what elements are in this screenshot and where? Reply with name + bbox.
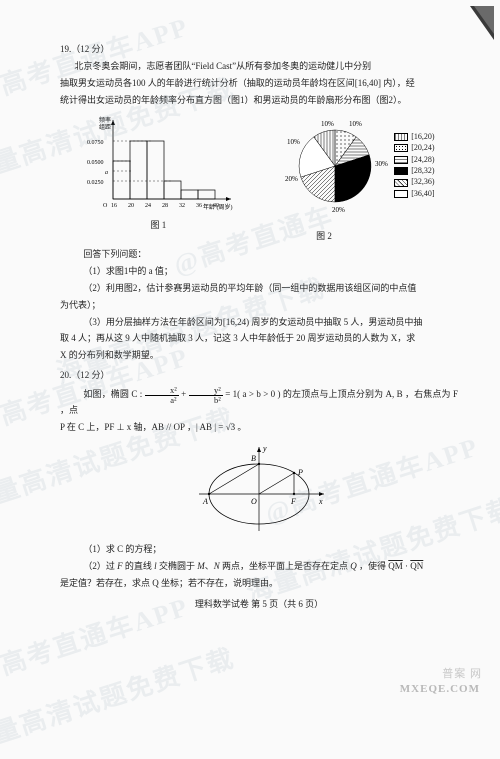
q19-part-5: X 的分布列和数学期望。 [60, 349, 458, 363]
fig2-pie: 10% 10% 30% 20% 20% 10% [280, 114, 390, 214]
svg-text:16: 16 [111, 203, 117, 209]
svg-text:10%: 10% [321, 120, 334, 128]
q19-subhead: 回答下列问题： [60, 248, 458, 262]
legend-4: [32,36) [411, 177, 434, 187]
fig2-wrap: 10% 10% 30% 20% 20% 10% [16,20) [20,24) … [280, 114, 434, 231]
q20-body2: P 在 C 上，PF ⊥ x 轴，AB // OP ，| AB | = √3 。 [60, 421, 458, 435]
q19-part-1: （2）利用图2，估计参赛男运动员的平均年龄（同一组中的数据用该组区间的中点值 [60, 282, 458, 296]
legend-3: [28,32) [411, 166, 434, 176]
svg-text:28: 28 [162, 203, 168, 209]
svg-text:组距: 组距 [99, 123, 111, 131]
fig1-wrap: 频率 组距 年龄 (周岁) 0.0250 0.0500 0.0750 a [83, 114, 233, 231]
svg-text:P: P [297, 468, 303, 477]
q19-body-1: 抽取男女运动员各100 人的年龄进行统计分析（抽取的运动员年龄均在区间[16,4… [60, 77, 458, 91]
fig1-histogram: 频率 组距 年龄 (周岁) 0.0250 0.0500 0.0750 a [83, 114, 233, 214]
q20-body: 如图，椭圆 C : x²a² + y²b² = 1( a > b > 0 ) 的… [60, 386, 458, 418]
q19-part-4: 取 4 人；再从这 9 人中随机抽取 3 人，记这 3 人中年龄低于 20 周岁… [60, 332, 458, 346]
svg-text:20%: 20% [332, 206, 345, 214]
svg-text:F: F [290, 497, 296, 506]
q19-body-0: 北京冬奥会期间，志愿者团队“Field Cast”从所有参加冬奥的运动健儿中分别 [60, 60, 458, 74]
legend-5: [36,40] [411, 189, 434, 199]
svg-text:32: 32 [179, 203, 185, 209]
svg-text:24: 24 [145, 203, 151, 209]
legend-2: [24,28) [411, 155, 434, 165]
page-footer: 理科数学试卷 第 5 页（共 6 页） [60, 597, 458, 610]
legend-0: [16,20) [411, 132, 434, 142]
svg-text:频率: 频率 [99, 116, 111, 124]
svg-text:10%: 10% [349, 120, 362, 128]
figure-row: 频率 组距 年龄 (周岁) 0.0250 0.0500 0.0750 a [60, 114, 458, 231]
svg-text:O: O [103, 203, 108, 209]
page-content: 19.（12 分） 北京冬奥会期间，志愿者团队“Field Cast”从所有参加… [0, 0, 500, 630]
frac-x: x²a² [145, 386, 179, 404]
svg-text:0.0500: 0.0500 [87, 160, 104, 166]
bottom-mark-2: MXEQE.COM [400, 683, 480, 695]
svg-text:x: x [318, 497, 323, 506]
q19-part-2: 为代表）； [60, 299, 458, 313]
svg-text:0.0250: 0.0250 [87, 180, 104, 186]
q20-part-1: （2）过 F 的直线 l 交椭圆于 M、N 两点，坐标平面上是否存在定点 Q ，… [60, 560, 458, 574]
q20-part-2: 是定值？若存在，求点 Q 坐标；若不存在，说明理由。 [60, 577, 458, 591]
svg-text:O: O [251, 497, 257, 506]
svg-text:20%: 20% [285, 175, 298, 183]
svg-text:36: 36 [196, 203, 202, 209]
q20-pre: 如图，椭圆 C : [83, 389, 142, 399]
q20-part-0: （1）求 C 的方程； [60, 543, 458, 557]
svg-text:a: a [105, 170, 108, 176]
ellipse-diagram: A B O F P x y [189, 439, 329, 539]
svg-text:40: 40 [213, 203, 219, 209]
svg-text:A: A [202, 497, 208, 506]
legend-1: [20,24) [411, 143, 434, 153]
q19-part-0: （1）求图1中的 a 值； [60, 265, 458, 279]
svg-text:20: 20 [128, 203, 134, 209]
svg-text:B: B [251, 454, 256, 463]
fig1-caption: 图 1 [83, 218, 233, 231]
q20-number: 20.（12 分） [60, 369, 458, 383]
svg-text:0.0750: 0.0750 [87, 140, 104, 146]
svg-text:30%: 30% [375, 160, 388, 168]
q19-part-3: （3）用分层抽样方法在年龄区间为[16,24) 周岁的女运动员中抽取 5 人，男… [60, 316, 458, 330]
bottom-mark-1: 普案 网 [442, 665, 482, 681]
fig2-legend: [16,20) [20,24) [24,28) [28,32) [32,36) … [394, 132, 434, 231]
q19-body-2: 统计得出女运动员的年龄频率分布直方图（图1）和男运动员的年龄扇形分布图（图2）。 [60, 94, 458, 108]
svg-text:10%: 10% [287, 138, 300, 146]
corner-mark [470, 6, 494, 40]
q19-number: 19.（12 分） [60, 43, 458, 57]
svg-text:y: y [262, 444, 267, 453]
frac-y: y²b² [189, 386, 223, 404]
